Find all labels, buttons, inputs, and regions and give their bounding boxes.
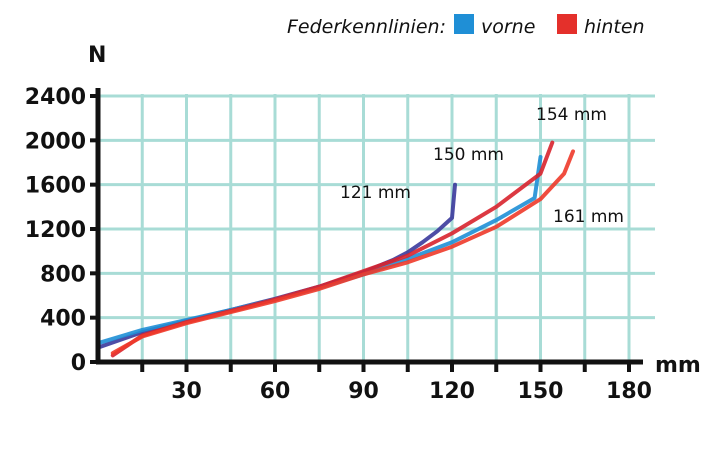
x-tick-label: 90 <box>348 379 379 404</box>
y-tick-label: 1600 <box>25 174 86 199</box>
y-tick-label: 2000 <box>25 129 86 154</box>
y-tick-label: 800 <box>40 262 86 287</box>
series-group <box>96 140 575 358</box>
tick-labels: 30 60 90 120 150 180 0 400 800 1200 1600 2000 2400 <box>25 85 652 404</box>
x-axis-label: mm <box>655 353 701 378</box>
legend: Federkennlinien: vorne hinten <box>287 14 645 38</box>
y-tick-label: 400 <box>40 307 86 332</box>
axes <box>90 88 643 372</box>
legend-label-hinten: hinten <box>584 16 645 38</box>
annotation-121: 121 mm <box>340 183 411 203</box>
annotation-150: 150 mm <box>433 145 504 165</box>
annotation-154: 154 mm <box>536 105 607 125</box>
x-tick-label: 30 <box>171 379 202 404</box>
legend-swatch-vorne <box>454 14 474 34</box>
series-line-hinten-4 <box>110 149 575 356</box>
y-axis-label: N <box>88 43 106 68</box>
grid <box>98 94 655 362</box>
y-tick-label: 1200 <box>25 218 86 243</box>
annotation-161: 161 mm <box>553 207 624 227</box>
x-tick-label: 120 <box>429 379 475 404</box>
x-tick-label: 150 <box>518 379 564 404</box>
x-tick-label: 60 <box>260 379 291 404</box>
legend-title: Federkennlinien: <box>287 16 446 38</box>
legend-label-vorne: vorne <box>481 16 535 38</box>
y-tick-label: 2400 <box>25 85 86 110</box>
x-tick-label: 180 <box>606 379 652 404</box>
legend-swatch-hinten <box>557 14 577 34</box>
y-tick-label: 0 <box>71 351 86 376</box>
